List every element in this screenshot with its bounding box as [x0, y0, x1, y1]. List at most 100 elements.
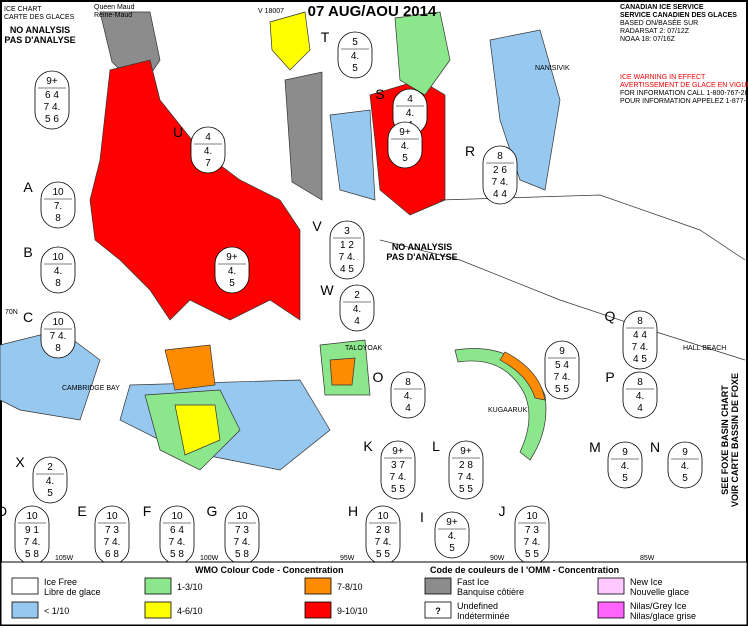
- side-note: SEE FOXE BASIN CHART: [720, 385, 730, 495]
- egg-oval: [434, 511, 470, 559]
- egg-value: 7.: [54, 201, 62, 212]
- egg-value: 6 4: [170, 525, 184, 536]
- egg-value: 1 2: [340, 240, 354, 251]
- egg-value: 4.: [406, 108, 414, 119]
- egg-value: 5 5: [555, 384, 569, 395]
- egg-value: 4.: [636, 391, 644, 402]
- egg-label: X: [15, 454, 25, 470]
- egg-value: 10: [526, 511, 538, 522]
- egg-value: 6 8: [105, 549, 119, 560]
- egg-value: 8: [55, 343, 61, 354]
- version: V 18007: [258, 8, 284, 15]
- no-analysis: PAS D'ANALYSE: [386, 252, 457, 262]
- legend-swatch: [304, 577, 332, 595]
- legend-label: 1-3/10: [177, 582, 203, 592]
- egg-value: 4 4: [493, 189, 507, 200]
- egg-oval: [667, 441, 703, 489]
- egg-label: Q: [605, 308, 616, 324]
- egg-oval: [214, 246, 250, 294]
- info-line: BASED ON/BASÉE SUR: [620, 18, 698, 27]
- egg-value: 5: [682, 473, 688, 484]
- egg-value: 7 4.: [234, 537, 251, 548]
- egg-value: 7 4.: [50, 331, 67, 342]
- egg-value: 9: [559, 346, 565, 357]
- legend-swatch: [11, 577, 39, 595]
- egg-label: G: [207, 503, 218, 519]
- egg-value: 4: [407, 94, 413, 105]
- egg-label: M: [589, 439, 601, 455]
- egg-label: W: [320, 282, 334, 298]
- egg-oval: [40, 181, 76, 229]
- egg-value: 4 4: [633, 330, 647, 341]
- egg-value: 5 4: [555, 360, 569, 371]
- legend-title: Code de couleurs de l 'OMM - Concentrati…: [430, 565, 619, 575]
- legend-title: WMO Colour Code - Concentration: [195, 565, 344, 575]
- egg-value: 5: [622, 473, 628, 484]
- egg-label: D: [0, 503, 7, 519]
- egg-oval: [40, 311, 76, 359]
- egg-value: 4.: [351, 51, 359, 62]
- egg-value: 7 4.: [458, 472, 475, 483]
- egg-value: 4.: [228, 266, 236, 277]
- legend-swatch: [424, 601, 452, 619]
- egg-label: R: [465, 143, 475, 159]
- egg-value: 4: [405, 403, 411, 414]
- chart-title: CARTE DES GLACES: [4, 14, 75, 21]
- egg-value: 5: [229, 278, 235, 289]
- egg-value: 7 4.: [390, 472, 407, 483]
- egg-value: 7 4.: [339, 252, 356, 263]
- no-analysis: NO ANALYSIS: [392, 242, 452, 252]
- legend-label: Ice Free: [44, 577, 77, 587]
- egg-label: B: [23, 244, 32, 260]
- legend-swatch: [144, 601, 172, 619]
- egg-oval: [448, 440, 484, 500]
- egg-value: 7 4.: [24, 537, 41, 548]
- legend-label: 7-8/10: [337, 582, 363, 592]
- legend-label: Fast Ice: [457, 577, 489, 587]
- info-line: NOAA 18: 07/16Z: [620, 36, 676, 43]
- egg-label: N: [650, 439, 660, 455]
- egg-label: S: [375, 86, 384, 102]
- info-line: FOR INFORMATION CALL 1-800-767-2885 - CA…: [620, 90, 748, 97]
- egg-value: 4 5: [340, 264, 354, 275]
- egg-value: 5 8: [25, 549, 39, 560]
- legend-label: 9-10/10: [337, 606, 368, 616]
- info-line: RADARSAT 2: 07/12Z: [620, 28, 690, 35]
- egg-label: J: [499, 503, 506, 519]
- legend-swatch: [304, 601, 332, 619]
- legend-swatch: [597, 601, 625, 619]
- egg-value: 2 8: [376, 525, 390, 536]
- egg-value: 4.: [46, 476, 54, 487]
- chart-date: 07 AUG/AOU 2014: [308, 3, 437, 20]
- egg-value: 5: [352, 37, 358, 48]
- egg-oval: [390, 371, 426, 419]
- egg-value: 3: [344, 226, 350, 237]
- egg-value: 8: [637, 377, 643, 388]
- legend-label: Nilas/Grey Ice: [630, 601, 687, 611]
- egg-value: 10: [52, 317, 64, 328]
- egg-value: 4.: [401, 141, 409, 152]
- map-shapes: [0, 11, 746, 471]
- egg-label: L: [432, 438, 440, 454]
- egg-value: 5 8: [170, 549, 184, 560]
- legend-label: Libre de glace: [44, 587, 101, 597]
- egg-oval: [32, 456, 68, 504]
- legend-label: Undefined: [457, 601, 498, 611]
- egg-label: I: [420, 509, 424, 525]
- coordinate: 100W: [200, 555, 219, 562]
- egg-value: 2: [47, 462, 53, 473]
- egg-value: 10: [236, 511, 248, 522]
- egg-value: 4: [205, 132, 211, 143]
- coordinate: 105W: [55, 555, 74, 562]
- egg-value: 4.: [404, 391, 412, 402]
- coordinate: 70N: [5, 309, 18, 316]
- egg-value: 10: [26, 511, 38, 522]
- egg-label: V: [312, 218, 322, 234]
- legend-symbol: ?: [435, 606, 441, 616]
- egg-value: 4 5: [633, 354, 647, 365]
- legend-label: Nilas/glace grise: [630, 611, 696, 621]
- egg-value: 7 4.: [524, 537, 541, 548]
- egg-oval: [387, 121, 423, 169]
- legend-label: New Ice: [630, 577, 663, 587]
